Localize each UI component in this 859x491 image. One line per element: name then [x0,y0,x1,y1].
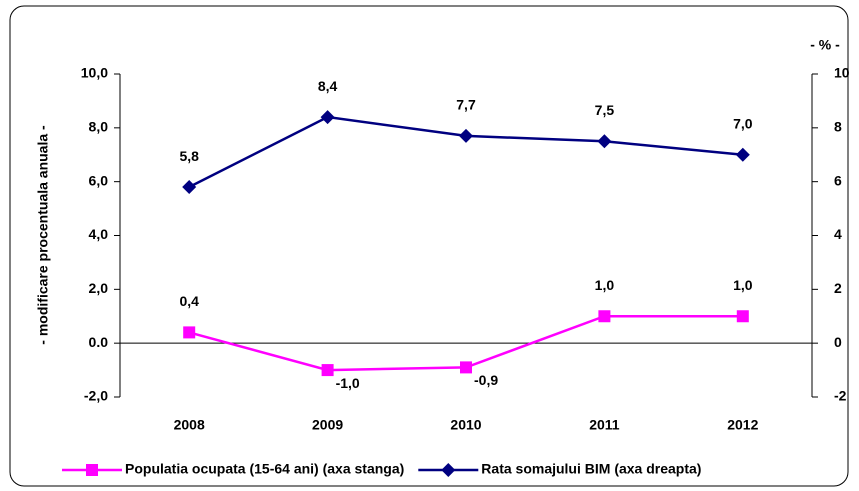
point [736,310,749,323]
data-label: 5,8 [179,148,199,164]
y-tick-label: 8,0 [89,119,109,135]
y2-tick-label: 2 [834,280,842,296]
y-tick-label: 2,0 [89,280,109,296]
data-label: 1,0 [595,277,615,293]
point [460,361,472,374]
y2-tick-label: 10 [834,65,850,81]
x-tick-label: 2008 [174,417,205,433]
data-label: 0,4 [179,293,199,309]
data-label: 8,4 [318,78,338,94]
point [183,326,196,339]
y-tick-label: -2,0 [84,388,108,404]
point [597,134,612,149]
x-tick-label: 2010 [450,417,481,433]
y-tick-label: 10,0 [81,65,108,81]
y-tick-label: 4,0 [89,226,109,242]
x-tick-label: 2012 [727,417,758,433]
legend-label: Rata somajului BIM (axa dreapta) [481,461,701,477]
legend-marker [441,463,456,477]
point [321,364,334,377]
y-tick-label: 6,0 [89,172,109,188]
x-tick-label: 2009 [312,417,343,433]
x-tick-label: 2011 [589,417,620,433]
y2-tick-label: 0 [834,334,842,350]
chart-frame [9,5,849,487]
data-label: -1,0 [336,375,360,391]
y2-tick-label: 8 [834,119,842,135]
data-label: 7,5 [595,102,615,118]
y2-tick-label: 4 [834,226,842,242]
point [459,128,473,143]
y-axis-label: - modificare procentuala anuala - [35,125,51,345]
data-label: -0,9 [474,372,498,388]
point [182,180,197,195]
y2-tick-label: -2 [834,388,847,404]
y2-axis-label: - % - [810,37,840,53]
legend-marker [86,464,98,476]
y2-tick-label: 6 [834,172,842,188]
data-label: 7,0 [733,115,753,131]
y-tick-label: 0.0 [89,334,109,350]
point [735,147,750,162]
point [320,110,335,125]
point [598,310,611,323]
data-label: 7,7 [456,97,476,113]
data-label: 1,0 [733,277,753,293]
legend-label: Populatia ocupata (15-64 ani) (axa stang… [125,461,404,477]
